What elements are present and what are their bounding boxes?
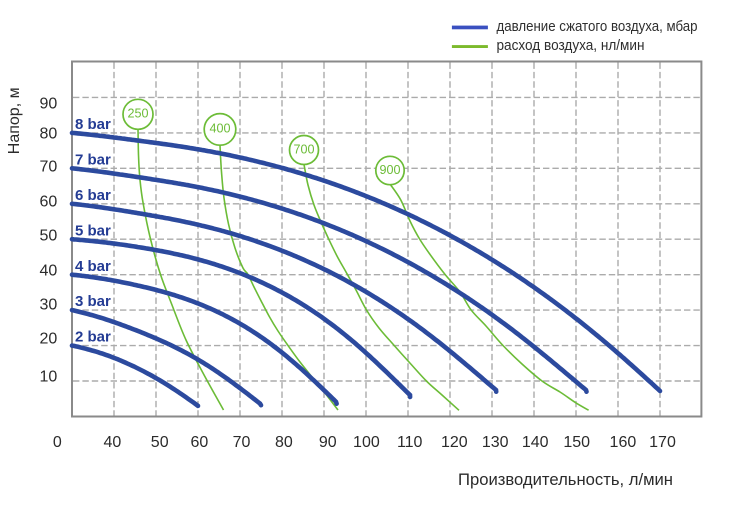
svg-text:Производительность, л/мин: Производительность, л/мин xyxy=(458,470,673,489)
svg-text:400: 400 xyxy=(209,122,230,136)
svg-text:40: 40 xyxy=(40,262,58,279)
svg-text:60: 60 xyxy=(191,434,209,451)
svg-text:Напор, м: Напор, м xyxy=(6,87,23,154)
svg-text:0: 0 xyxy=(53,434,62,451)
svg-text:8 bar: 8 bar xyxy=(75,116,111,133)
svg-text:давление сжатого воздуха, мбар: давление сжатого воздуха, мбар xyxy=(497,18,698,35)
svg-text:130: 130 xyxy=(482,434,509,451)
svg-text:110: 110 xyxy=(397,434,423,451)
svg-text:80: 80 xyxy=(275,434,293,451)
svg-text:4 bar: 4 bar xyxy=(75,258,111,275)
svg-text:расход воздуха, нл/мин: расход воздуха, нл/мин xyxy=(497,37,645,54)
svg-text:160: 160 xyxy=(610,434,637,451)
svg-text:90: 90 xyxy=(40,95,58,112)
svg-text:50: 50 xyxy=(40,227,58,244)
svg-text:10: 10 xyxy=(40,369,58,386)
svg-text:140: 140 xyxy=(522,434,549,451)
svg-text:60: 60 xyxy=(40,193,58,210)
svg-text:5 bar: 5 bar xyxy=(75,222,111,239)
svg-text:900: 900 xyxy=(379,163,400,177)
svg-text:3 bar: 3 bar xyxy=(75,293,111,310)
svg-text:170: 170 xyxy=(649,434,676,451)
svg-text:150: 150 xyxy=(563,434,590,451)
svg-text:2 bar: 2 bar xyxy=(75,329,111,346)
svg-text:70: 70 xyxy=(40,158,58,175)
svg-text:30: 30 xyxy=(40,296,58,313)
svg-text:50: 50 xyxy=(151,434,169,451)
svg-text:80: 80 xyxy=(40,125,58,142)
svg-text:90: 90 xyxy=(319,434,337,451)
svg-text:100: 100 xyxy=(353,434,380,451)
svg-text:20: 20 xyxy=(40,331,58,348)
svg-text:700: 700 xyxy=(293,142,314,156)
svg-text:7 bar: 7 bar xyxy=(75,151,111,168)
svg-text:250: 250 xyxy=(127,107,148,121)
svg-text:6 bar: 6 bar xyxy=(75,187,111,204)
svg-text:40: 40 xyxy=(104,434,122,451)
svg-text:70: 70 xyxy=(233,434,251,451)
svg-text:120: 120 xyxy=(441,434,468,451)
